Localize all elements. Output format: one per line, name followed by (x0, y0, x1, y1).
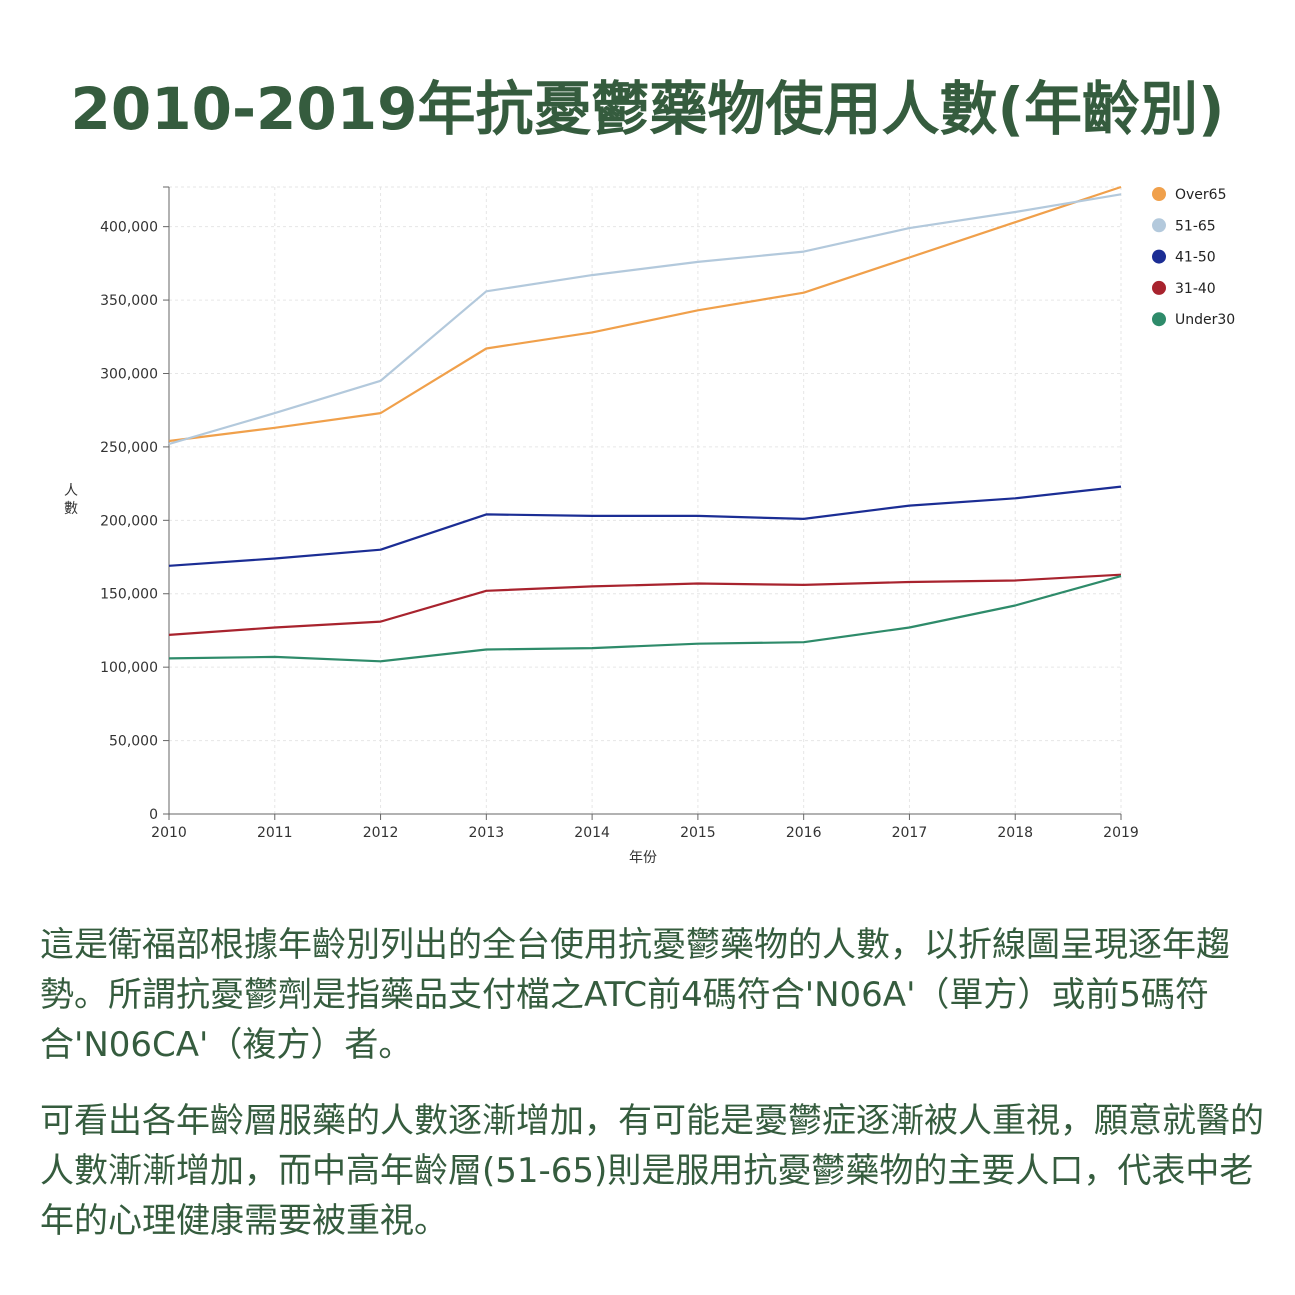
legend-label: Over65 (1175, 187, 1227, 203)
x-tick-label: 2014 (574, 825, 610, 841)
y-tick-label: 300,000 (100, 366, 158, 382)
description-paragraph-2: 可看出各年齡層服藥的人數逐漸增加，有可能是憂鬱症逐漸被人重視，願意就醫的人數漸漸… (40, 1101, 1264, 1241)
series-line-31-40 (168, 573, 1122, 636)
y-tick-label: 0 (149, 807, 158, 823)
chart-title: 2010-2019年抗憂鬱藥物使用人數(年齡別) (70, 75, 1225, 143)
x-axis-label: 年份 (629, 850, 657, 866)
y-tick-label: 350,000 (100, 293, 158, 309)
x-tick-label: 2018 (997, 825, 1033, 841)
description-paragraph-1: 這是衛福部根據年齡別列出的全台使用抗憂鬱藥物的人數，以折線圖呈現逐年趨勢。所謂抗… (40, 925, 1230, 1065)
line-chart: 0 50,000 100,000 150,000 200,000 250,000 300,0… (64, 185, 1235, 866)
x-tick-label: 2015 (680, 825, 716, 841)
legend-marker (1152, 249, 1166, 264)
series-line-over65 (168, 185, 1122, 443)
series-line-41-50 (168, 485, 1122, 567)
series-lines (168, 185, 1122, 663)
x-tick-label: 2017 (892, 825, 928, 841)
legend-label: 31-40 (1175, 281, 1216, 297)
legend-marker (1152, 218, 1166, 233)
axes: 0 50,000 100,000 150,000 200,000 250,000 300,0… (64, 186, 1139, 866)
y-tick-label: 250,000 (100, 440, 158, 456)
y-axis-label: 人數 (64, 483, 78, 517)
legend-label: 51-65 (1175, 218, 1216, 234)
y-tick-label: 100,000 (100, 660, 158, 676)
y-tick-label: 150,000 (100, 587, 158, 603)
legend-label: Under30 (1175, 312, 1235, 328)
x-tick-label: 2019 (1103, 825, 1139, 841)
legend-label: 41-50 (1175, 250, 1216, 266)
y-tick-label: 400,000 (100, 220, 158, 236)
x-tick-label: 2013 (469, 825, 505, 841)
x-tick-label: 2012 (363, 825, 399, 841)
legend-marker (1152, 312, 1166, 327)
legend: Over65 51-65 41-50 31-40 Under30 (1152, 187, 1235, 328)
grid-lines (169, 186, 1122, 814)
x-tick-label: 2010 (151, 825, 187, 841)
series-line-under30 (168, 575, 1122, 663)
y-tick-label: 200,000 (100, 513, 158, 529)
legend-marker (1152, 187, 1166, 201)
x-tick-label: 2011 (257, 825, 293, 841)
series-line-51-65 (168, 193, 1122, 446)
x-tick-label: 2016 (786, 825, 822, 841)
legend-marker (1152, 280, 1166, 295)
y-tick-label: 50,000 (109, 734, 158, 750)
